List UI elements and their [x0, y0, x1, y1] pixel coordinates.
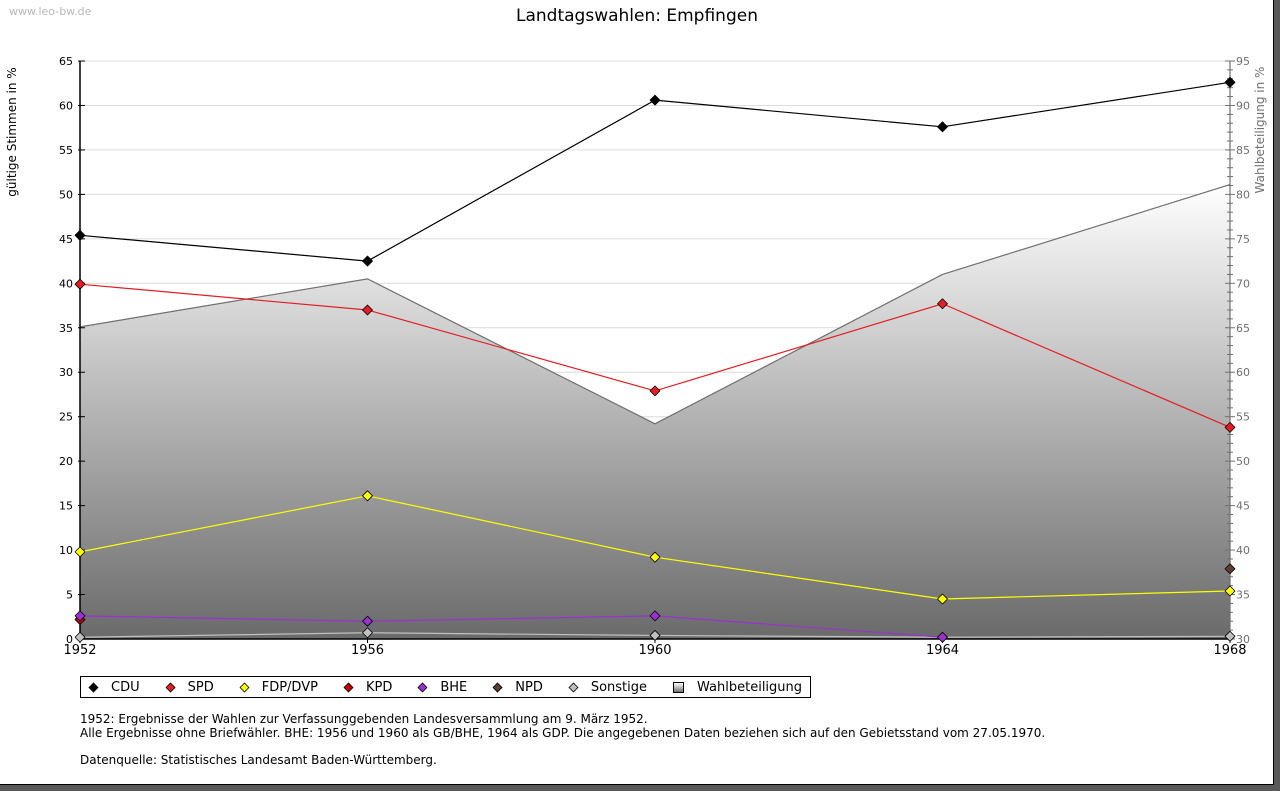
y-tick-label: 15 [59, 500, 73, 513]
y2-axis-label: Wahlbeteiligung in % [1253, 67, 1267, 194]
legend-label: Wahlbeteiligung [697, 679, 803, 695]
y2-tick-label: 95 [1236, 55, 1250, 68]
area-wahlbeteiligung [80, 184, 1230, 639]
y-axis-label: gültige Stimmen in % [5, 67, 19, 196]
point-fdp-dvp [74, 546, 86, 558]
point-spd [74, 278, 86, 290]
x-tick-label: 1952 [63, 643, 96, 658]
y2-tick-label: 30 [1236, 633, 1250, 646]
point-spd [362, 304, 373, 316]
y2-tick-label: 75 [1236, 233, 1250, 246]
legend-item-bhe: BHE [417, 679, 468, 695]
point-fdp-dvp [1224, 585, 1236, 597]
y-tick-label: 60 [59, 99, 73, 112]
legend-label: CDU [111, 679, 140, 695]
legend-diamond-icon [568, 682, 579, 692]
point-cdu [649, 94, 661, 106]
y2-tick-label: 40 [1236, 544, 1250, 557]
point-npd [1224, 563, 1236, 575]
legend-label: BHE [440, 679, 468, 695]
legend-label: SPD [187, 679, 214, 695]
y-tick-label: 25 [59, 411, 73, 424]
y-tick-label: 5 [66, 589, 73, 602]
point-fdp-dvp [937, 593, 948, 605]
note-line-1: 1952: Ergebnisse der Wahlen zur Verfassu… [80, 712, 648, 726]
point-bhe [649, 610, 661, 622]
legend-diamond-icon [343, 682, 354, 692]
point-bhe [937, 631, 948, 643]
y-tick-label: 0 [66, 633, 73, 646]
point-cdu [937, 121, 948, 133]
point-fdp-dvp [649, 551, 661, 563]
point-spd [1224, 421, 1236, 433]
y-tick-label: 40 [59, 277, 73, 290]
point-cdu [1224, 76, 1236, 88]
y2-tick-label: 55 [1236, 411, 1250, 424]
legend-item-cdu: CDU [88, 679, 140, 695]
area-outline-wahlbeteiligung [79, 184, 1231, 425]
legend-item-kpd: KPD [343, 679, 393, 695]
legend-item-wahlbeteiligung: Wahlbeteiligung [673, 680, 802, 695]
legend-label: KPD [365, 679, 393, 695]
legend-item-npd: NPD [492, 679, 543, 695]
legend-diamond-icon [417, 682, 428, 692]
y2-tick-label: 85 [1236, 144, 1250, 157]
point-cdu [362, 255, 373, 267]
y2-tick-label: 80 [1236, 188, 1250, 201]
y2-tick-label: 90 [1236, 99, 1250, 112]
point-sonstige [649, 630, 661, 641]
y-tick-label: 35 [59, 322, 73, 335]
legend-item-sonstige: Sonstige [568, 679, 648, 695]
line-cdu [79, 81, 1231, 262]
x-tick-label: 1964 [926, 643, 959, 658]
x-tick-label: 1960 [638, 643, 671, 658]
y2-tick-label: 60 [1236, 366, 1250, 379]
y-tick-label: 55 [59, 144, 73, 157]
legend-diamond-icon [88, 682, 99, 692]
point-cdu [74, 229, 86, 241]
legend-diamond-icon [239, 682, 250, 692]
y-tick-label: 10 [59, 544, 73, 557]
line-bhe [79, 615, 943, 638]
note-line-2: Alle Ergebnisse ohne Briefwähler. BHE: 1… [80, 726, 1046, 740]
y-tick-label: 30 [59, 366, 73, 379]
marker-layer [74, 76, 1236, 643]
y-tick-label: 45 [59, 233, 73, 246]
x-tick-label: 1956 [351, 643, 384, 658]
legend: CDU SPD FDP/DVP KPD BHE NPD Sonstige Wahlbeteil… [80, 676, 812, 698]
point-sonstige [1224, 630, 1236, 642]
point-spd [937, 298, 948, 310]
point-sonstige [362, 627, 373, 639]
y-tick-label: 50 [59, 188, 73, 201]
legend-label: FDP/DVP [261, 679, 318, 695]
point-sonstige [74, 631, 86, 643]
legend-item-fdp-dvp: FDP/DVP [239, 679, 318, 695]
watermark: www.leo-bw.de [9, 5, 92, 18]
area-layer [79, 184, 1231, 639]
y-tick-label: 20 [59, 455, 73, 468]
legend-square-icon [673, 681, 685, 693]
notes: 1952: Ergebnisse der Wahlen zur Verfassu… [80, 712, 1045, 767]
point-fdp-dvp [362, 490, 373, 502]
y2-tick-label: 50 [1236, 455, 1250, 468]
y2-tick-label: 70 [1236, 277, 1250, 290]
data-source: Datenquelle: Statistisches Landesamt Bad… [80, 753, 437, 767]
y-tick-label: 65 [59, 55, 73, 68]
point-bhe [362, 615, 373, 627]
legend-diamond-icon [165, 682, 176, 692]
y2-tick-label: 65 [1236, 322, 1250, 335]
legend-diamond-icon [492, 682, 503, 692]
y2-tick-label: 45 [1236, 500, 1250, 513]
y2-tick-label: 35 [1236, 589, 1250, 602]
point-spd [649, 385, 661, 397]
legend-label: NPD [515, 679, 543, 695]
chart-title: Landtagswahlen: Empfingen [516, 6, 758, 26]
x-tick-label: 1968 [1213, 643, 1246, 658]
point-bhe [74, 610, 86, 622]
legend-label: Sonstige [590, 679, 648, 695]
legend-item-spd: SPD [165, 679, 214, 695]
